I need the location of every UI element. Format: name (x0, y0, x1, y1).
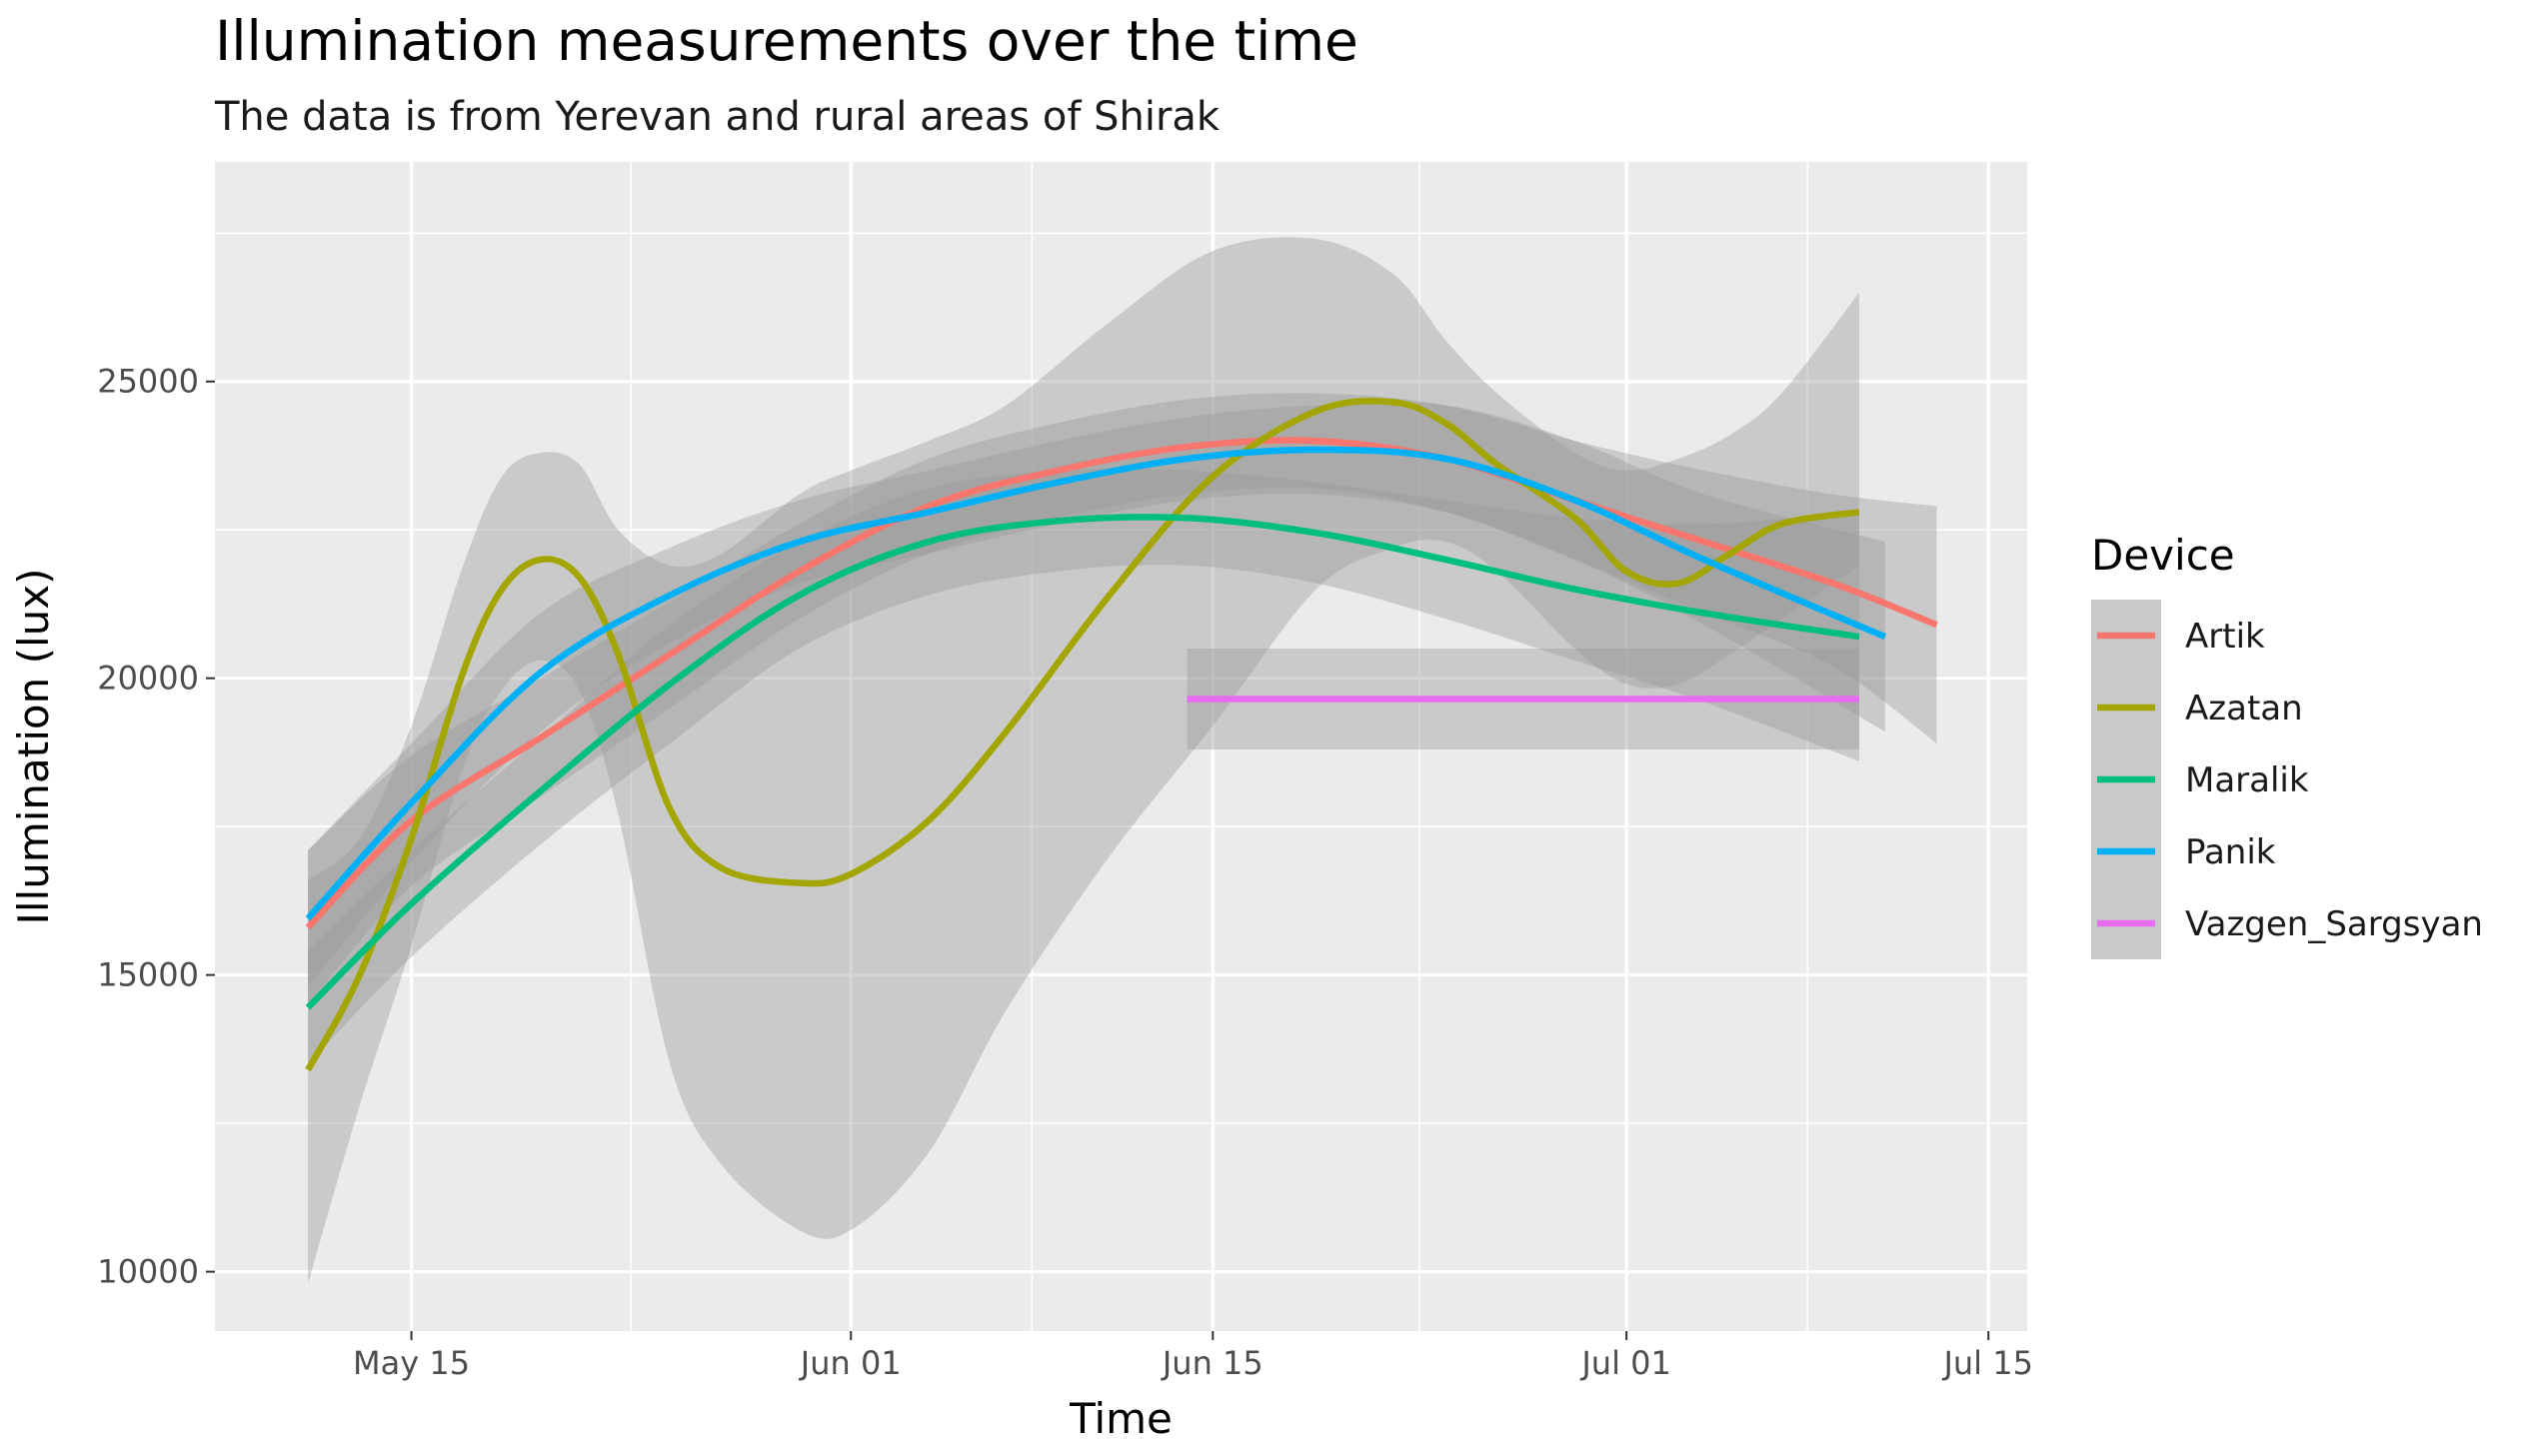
legend-label-artik: Artik (2185, 617, 2265, 657)
x-tick-label: Jul 01 (1579, 1344, 1671, 1382)
x-tick-label: Jul 15 (1941, 1344, 2033, 1382)
x-axis-ticks: May 15 Jun 01 Jun 15 Jul 01 Jul 15 (353, 1331, 2033, 1382)
y-tick-label: 15000 (97, 956, 199, 994)
x-tick-label: May 15 (353, 1344, 470, 1382)
plot-panel (215, 162, 2027, 1331)
chart-title: Illumination measurements over the time (215, 9, 1358, 73)
y-axis-ticks: 10000 15000 20000 25000 (97, 363, 215, 1291)
x-axis-label: Time (1069, 1394, 1173, 1443)
minor-gridlines (215, 162, 2027, 1331)
smooth-lines (305, 397, 1938, 1072)
major-gridlines (215, 162, 2027, 1331)
legend-label-maralik: Maralik (2185, 760, 2309, 800)
legend-label-azatan: Azatan (2185, 689, 2303, 728)
y-axis-label: Illumination (lux) (9, 569, 58, 925)
x-tick-label: Jun 01 (799, 1344, 902, 1382)
chart-subtitle: The data is from Yerevan and rural areas… (214, 94, 1221, 140)
legend-label-vazgen_sargsyan: Vazgen_Sargsyan (2185, 904, 2483, 944)
confidence-band-azatan (308, 237, 1859, 1284)
y-tick-label: 20000 (97, 660, 199, 698)
legend-label-panik: Panik (2185, 832, 2276, 872)
series-line-maralik (305, 514, 1860, 1010)
y-tick-label: 10000 (97, 1253, 199, 1291)
legend: Device Artik Azatan Maralik Panik Vazgen_Sar… (2091, 531, 2483, 959)
x-tick-label: Jun 15 (1161, 1344, 1264, 1382)
confidence-band-panik (308, 402, 1885, 987)
series-line-azatan (305, 397, 1860, 1072)
y-tick-label: 25000 (97, 363, 199, 401)
legend-title: Device (2091, 531, 2235, 580)
series-line-panik (305, 446, 1887, 921)
confidence-band-maralik (308, 468, 1859, 1064)
series-line-artik (305, 437, 1938, 930)
